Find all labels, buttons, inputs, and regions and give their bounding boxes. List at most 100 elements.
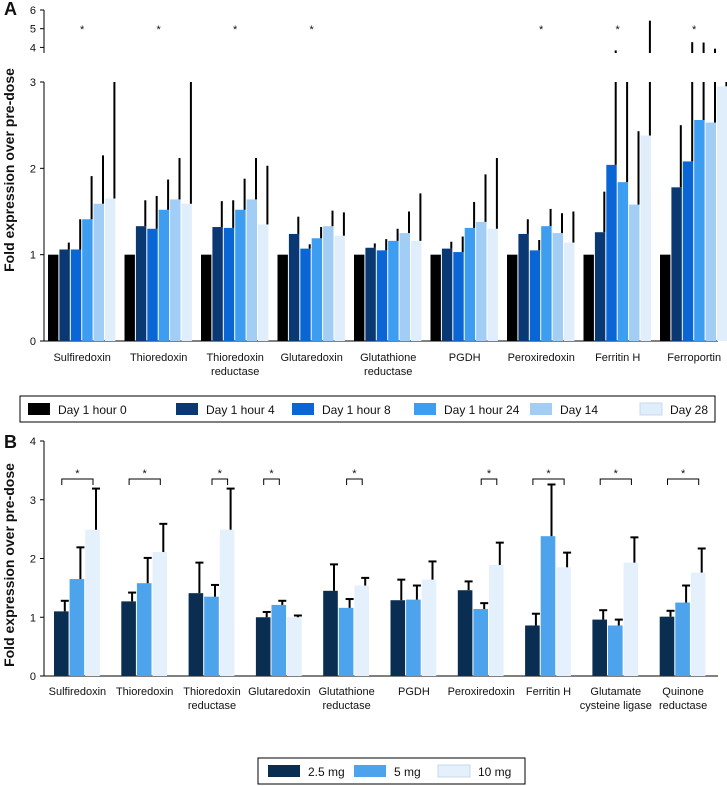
panel-a-bar xyxy=(82,219,93,341)
panel-b-y-axis-label: Fold expression over pre-dose xyxy=(1,463,17,667)
panel-a-bar xyxy=(376,250,388,341)
panel-a-error-bars xyxy=(67,20,727,253)
panel-b-significance-bracket xyxy=(61,478,94,485)
panel-a-x-tick-label: Ferritin H xyxy=(595,352,640,364)
panel-a-significance-star: * xyxy=(692,24,697,36)
panel-a-bar xyxy=(660,254,671,341)
panel-b-x-tick-label: Glutamate xyxy=(590,686,641,698)
panel-a-bar xyxy=(453,252,464,341)
panel-b-legend-swatch xyxy=(437,764,471,778)
panel-a-x-tick-label: Sulfiredoxin xyxy=(53,352,110,364)
panel-b-x-tick-label: Thioredoxin xyxy=(183,686,240,698)
panel-a-bar xyxy=(629,204,640,341)
panel-b-bar xyxy=(121,601,136,676)
panel-b-error-bars xyxy=(60,483,706,626)
panel-b-bar xyxy=(457,590,473,676)
panel-b-label: B xyxy=(4,432,17,452)
panel-b: B Fold expression over pre-dose 0 1 2 3 4 Su… xyxy=(1,432,718,785)
panel-a-bar xyxy=(147,228,158,341)
panel-b-bar xyxy=(690,572,706,676)
panel-a-bar xyxy=(617,182,629,341)
panel-b-x-tick-label: PGDH xyxy=(398,686,430,698)
panel-b-bar xyxy=(271,604,287,676)
panel-b-significance-star: * xyxy=(75,468,80,480)
panel-b-legend-swatch xyxy=(354,765,386,777)
panel-a-bar xyxy=(430,254,441,341)
panel-a-bar xyxy=(682,161,694,341)
panel-a-bar xyxy=(105,198,116,341)
panel-a-bar xyxy=(277,254,288,341)
panel-a-significance-star: * xyxy=(539,24,544,36)
panel-b-significance-bracket xyxy=(128,478,161,485)
panel-b-bar xyxy=(540,536,556,676)
panel-b-bar xyxy=(287,617,302,676)
panel-b-x-tick-label: cysteine ligase xyxy=(580,700,652,712)
panel-a-legend-swatch xyxy=(414,403,436,415)
panel-a-y-tick-label: 2 xyxy=(30,163,36,175)
panel-a-bar xyxy=(201,254,212,341)
panel-b-bar xyxy=(489,564,504,676)
panel-a-significance-star: * xyxy=(616,24,621,36)
panel-b-legend-label: 10 mg xyxy=(478,765,511,779)
panel-a-bar xyxy=(705,122,716,342)
panel-a-x-tick-label: Ferroportin xyxy=(667,352,721,364)
panel-a-x-tick-label: PGDH xyxy=(449,352,481,364)
panel-b-bar xyxy=(659,616,675,676)
panel-a-bar xyxy=(388,240,399,341)
panel-b-bar xyxy=(675,602,690,676)
panel-a-bar xyxy=(288,233,300,341)
panel-b-bar xyxy=(390,600,406,676)
panel-b-bar xyxy=(323,590,338,676)
panel-a-bar xyxy=(59,249,70,341)
panel-b-significance-bracket xyxy=(480,478,498,485)
panel-a-y-tick-label: 6 xyxy=(30,5,36,17)
panel-b-bar xyxy=(85,529,100,676)
panel-a-bar xyxy=(223,227,235,341)
panel-a-bar xyxy=(70,249,82,341)
panel-b-x-tick-label: Glutathione xyxy=(318,686,374,698)
panel-a-significance-star: * xyxy=(310,24,315,36)
panel-a-legend-swatch xyxy=(530,403,552,415)
panel-b-significance: * * * * * * * * * xyxy=(61,468,700,485)
panel-a-bar xyxy=(246,199,257,341)
panel-a-x-tick-label: reductase xyxy=(211,366,259,378)
panel-a-legend-label: Day 28 xyxy=(670,403,708,417)
panel-b-bar xyxy=(54,611,69,676)
panel-b-significance-star: * xyxy=(487,468,492,480)
panel-a: A Fold expression over pre-dose 0123456 … xyxy=(1,0,727,423)
panel-b-significance-star: * xyxy=(546,468,551,480)
panel-b-significance-bracket xyxy=(211,478,229,485)
panel-a-bar xyxy=(334,235,345,341)
panel-a-legend-label: Day 1 hour 0 xyxy=(58,403,127,417)
panel-a-legend-swatch xyxy=(28,403,50,415)
panel-a-bar xyxy=(235,209,246,341)
panel-a-bar xyxy=(529,250,541,341)
panel-a-legend-label: Day 1 hour 8 xyxy=(322,403,391,417)
panel-b-bar xyxy=(204,596,219,676)
panel-a-x-tick-label: Peroxiredoxin xyxy=(508,352,575,364)
panel-a-label: A xyxy=(4,0,17,19)
panel-b-bar xyxy=(354,585,369,676)
panel-a-bar xyxy=(212,227,223,341)
panel-a-bar xyxy=(258,224,269,341)
panel-a-bar xyxy=(594,232,606,341)
panel-b-significance-star: * xyxy=(352,468,357,480)
panel-a-y-tick-label: 5 xyxy=(30,24,36,36)
panel-b-x-tick-label: reductase xyxy=(659,700,707,712)
panel-b-legend-swatch xyxy=(268,765,300,777)
panel-b-legend-box xyxy=(257,757,526,785)
panel-b-x-tick-label: reductase xyxy=(188,700,236,712)
panel-a-bar xyxy=(300,248,311,341)
panel-b-significance-bracket xyxy=(599,478,632,485)
panel-b-significance-bracket xyxy=(346,478,363,485)
panel-a-x-tick-label: Thioredoxin xyxy=(206,352,263,364)
panel-a-x-tick-label: Glutaredoxin xyxy=(281,352,343,364)
panel-b-significance-star: * xyxy=(614,468,619,480)
panel-b-bar xyxy=(219,529,235,676)
panel-a-bar xyxy=(124,254,135,341)
panel-a-bar xyxy=(717,86,727,341)
panel-a-legend-label: Day 1 hour 24 xyxy=(444,403,520,417)
panel-b-bar xyxy=(608,625,623,676)
panel-a-bar xyxy=(411,240,422,341)
panel-b-bar xyxy=(338,607,354,676)
